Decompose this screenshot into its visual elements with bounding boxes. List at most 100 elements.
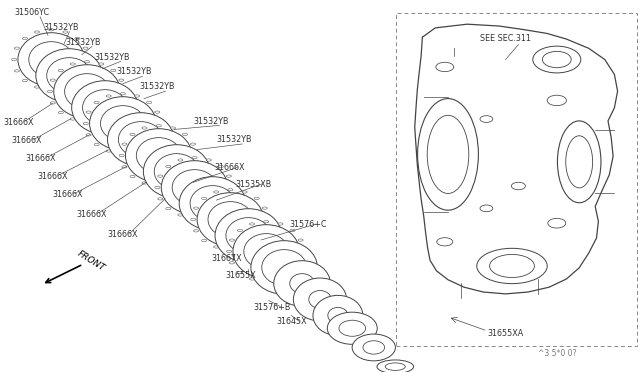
Ellipse shape <box>251 241 317 294</box>
Text: 31532YB: 31532YB <box>116 67 152 76</box>
Ellipse shape <box>156 184 161 186</box>
Ellipse shape <box>86 58 91 61</box>
Ellipse shape <box>191 218 196 221</box>
Ellipse shape <box>178 214 183 216</box>
Ellipse shape <box>274 261 330 306</box>
Ellipse shape <box>237 229 243 231</box>
Ellipse shape <box>12 58 17 61</box>
Ellipse shape <box>14 47 19 49</box>
Ellipse shape <box>157 122 163 125</box>
Text: 31532YB: 31532YB <box>216 135 252 144</box>
Ellipse shape <box>120 152 125 154</box>
Ellipse shape <box>70 63 76 65</box>
Text: 31655XA: 31655XA <box>488 328 524 337</box>
Ellipse shape <box>264 280 269 282</box>
Ellipse shape <box>202 197 207 199</box>
Ellipse shape <box>147 101 152 103</box>
Ellipse shape <box>108 113 174 166</box>
Ellipse shape <box>111 69 116 71</box>
Text: 31532YB: 31532YB <box>193 116 228 125</box>
Ellipse shape <box>202 240 207 242</box>
Ellipse shape <box>63 31 68 33</box>
Ellipse shape <box>227 198 232 200</box>
Ellipse shape <box>242 191 247 193</box>
Ellipse shape <box>179 177 246 230</box>
Ellipse shape <box>125 129 192 182</box>
Ellipse shape <box>35 86 40 88</box>
Ellipse shape <box>192 216 197 218</box>
Ellipse shape <box>250 278 255 280</box>
Ellipse shape <box>298 239 303 241</box>
Ellipse shape <box>170 182 175 184</box>
Ellipse shape <box>227 250 232 253</box>
Ellipse shape <box>290 272 295 274</box>
Ellipse shape <box>83 70 88 72</box>
Ellipse shape <box>47 58 92 93</box>
Ellipse shape <box>75 80 80 82</box>
Ellipse shape <box>120 93 125 95</box>
Ellipse shape <box>83 122 88 125</box>
Ellipse shape <box>170 127 175 129</box>
Ellipse shape <box>242 246 247 248</box>
Ellipse shape <box>47 90 52 93</box>
Text: 31532YB: 31532YB <box>140 82 175 91</box>
Ellipse shape <box>193 230 198 232</box>
Ellipse shape <box>94 144 99 146</box>
Ellipse shape <box>122 143 127 145</box>
Ellipse shape <box>86 111 91 113</box>
Ellipse shape <box>161 161 228 214</box>
Ellipse shape <box>54 65 120 118</box>
Ellipse shape <box>70 118 76 120</box>
Ellipse shape <box>264 221 269 223</box>
Ellipse shape <box>352 334 396 361</box>
Ellipse shape <box>172 170 217 205</box>
Ellipse shape <box>119 102 124 104</box>
Ellipse shape <box>63 86 68 88</box>
Ellipse shape <box>228 189 233 191</box>
Ellipse shape <box>193 207 198 209</box>
Ellipse shape <box>99 118 104 120</box>
Ellipse shape <box>155 111 160 113</box>
Ellipse shape <box>94 101 99 103</box>
Ellipse shape <box>339 320 365 336</box>
Text: 31532YB: 31532YB <box>44 23 79 32</box>
Ellipse shape <box>227 175 232 177</box>
Ellipse shape <box>166 208 171 210</box>
Ellipse shape <box>328 307 348 324</box>
Ellipse shape <box>290 274 314 293</box>
Ellipse shape <box>228 248 233 250</box>
Ellipse shape <box>18 33 84 86</box>
Text: 31666X: 31666X <box>26 154 56 163</box>
Ellipse shape <box>22 37 28 39</box>
Ellipse shape <box>106 95 111 97</box>
Text: 31666X: 31666X <box>52 190 83 199</box>
Ellipse shape <box>50 79 55 81</box>
Ellipse shape <box>226 218 271 253</box>
Ellipse shape <box>50 102 55 104</box>
Ellipse shape <box>29 42 74 77</box>
Ellipse shape <box>385 363 405 371</box>
Ellipse shape <box>83 90 127 125</box>
Text: 31576+B: 31576+B <box>253 302 291 311</box>
Ellipse shape <box>154 154 199 189</box>
Text: 31506YC: 31506YC <box>14 8 49 17</box>
Ellipse shape <box>178 159 183 161</box>
Ellipse shape <box>233 225 300 278</box>
Text: 31666X: 31666X <box>214 163 245 172</box>
Ellipse shape <box>254 197 259 199</box>
Bar <box>396 13 637 346</box>
Ellipse shape <box>147 144 152 146</box>
Ellipse shape <box>193 154 198 157</box>
Ellipse shape <box>58 69 63 71</box>
Ellipse shape <box>327 312 377 344</box>
Ellipse shape <box>122 166 127 168</box>
Ellipse shape <box>191 143 196 145</box>
Ellipse shape <box>265 218 270 221</box>
Ellipse shape <box>290 229 295 231</box>
Ellipse shape <box>206 159 211 161</box>
Ellipse shape <box>111 112 116 114</box>
Ellipse shape <box>58 112 63 114</box>
Ellipse shape <box>278 278 283 280</box>
Ellipse shape <box>218 208 223 210</box>
Ellipse shape <box>313 295 363 336</box>
